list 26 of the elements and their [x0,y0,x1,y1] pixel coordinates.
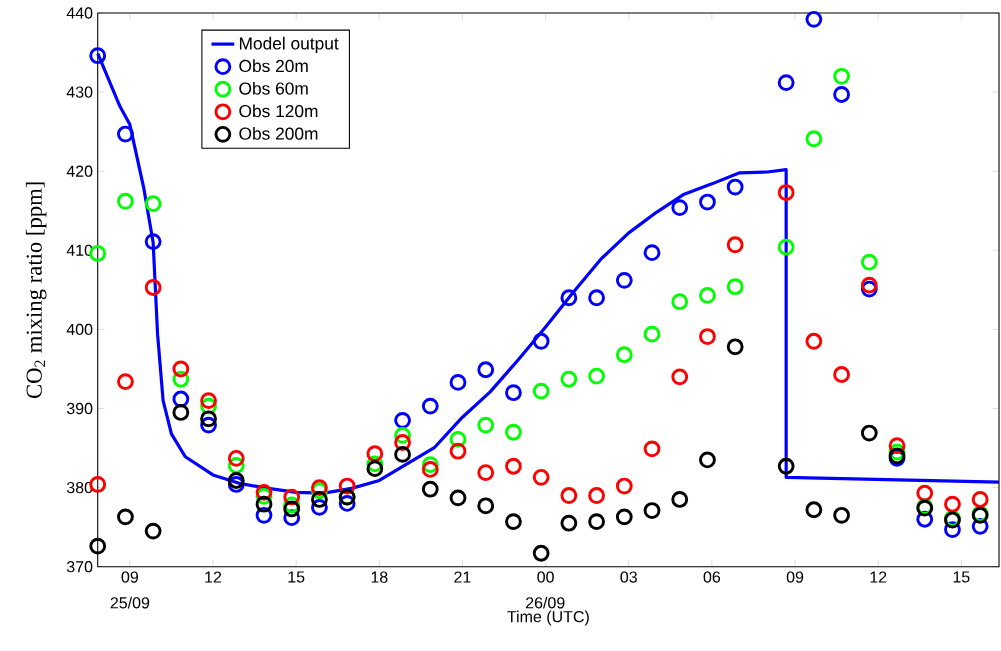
text: 26/09 [525,596,565,609]
legend-label: Model output [239,36,339,53]
x-tick-label: 09 [786,571,804,583]
x-tick-label: 15 [288,571,305,583]
x-tick-label: 21 [454,571,471,583]
legend-label: Obs 120m [239,104,318,118]
y-tick-label: 400 [66,323,93,336]
y-tick-label: 440 [66,7,93,19]
legend-label: Obs 60m [239,81,308,95]
x-tick-label: 12 [870,571,887,583]
x-tick-label: 09 [121,571,138,583]
x-tick-label: 15 [953,571,970,583]
y-tick-label: 370 [66,561,93,573]
x-axis-title: Time (UTC) [507,610,589,626]
legend-label: Obs 200m [239,127,318,140]
x-tick-label: 12 [205,571,222,583]
y-axis-title: CO$_{2}$ mixing ratio [ppm] [25,182,47,399]
x-tick-label: 18 [371,571,388,583]
x-tick-label: 06 [703,571,721,583]
text: 25/09 [110,596,150,609]
x-tick-label: 03 [620,571,637,583]
y-tick-label: 420 [66,165,93,177]
legend-label: Obs 20m [239,59,308,73]
y-tick-label: 390 [66,402,93,415]
x-tick-label: 00 [537,571,554,583]
y-tick-label: 430 [66,86,93,98]
